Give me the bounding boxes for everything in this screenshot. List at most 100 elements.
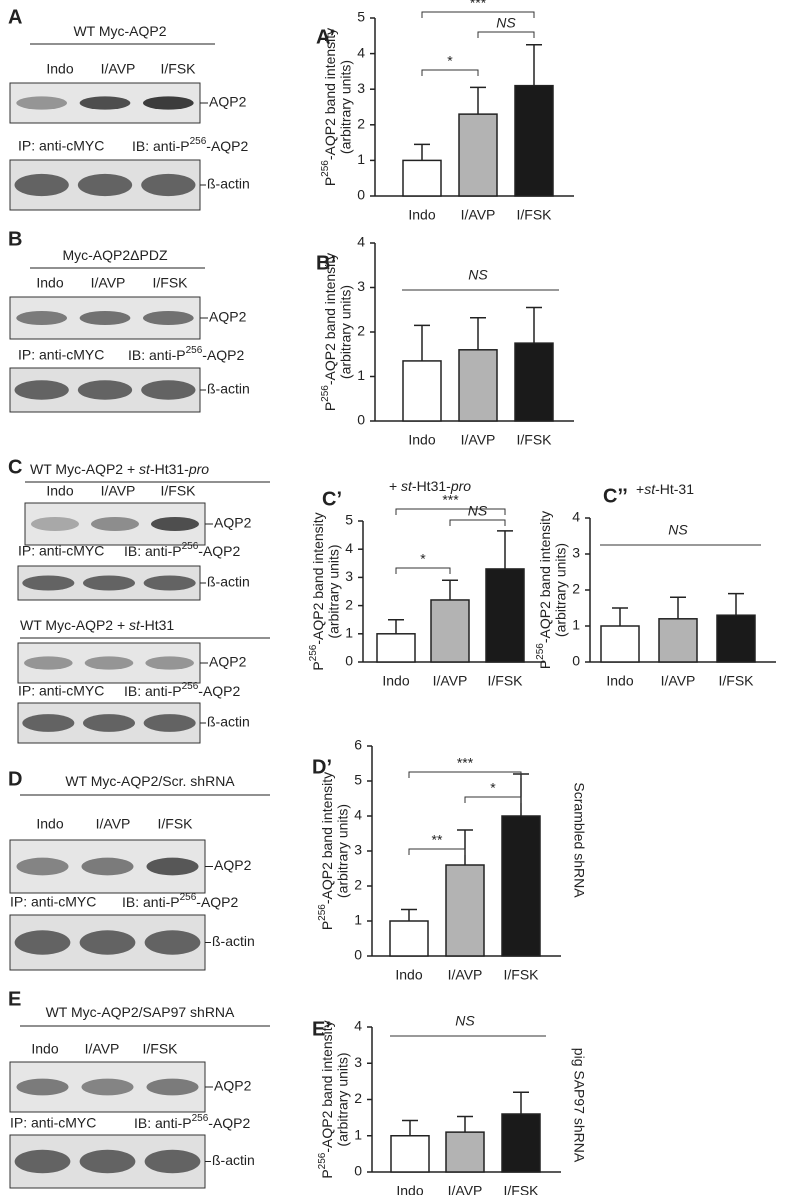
bar (600, 625, 640, 663)
blot-image (17, 642, 201, 684)
text-part: -AQP2 (202, 347, 244, 363)
actin-band (14, 1149, 71, 1174)
significance-bracket (395, 567, 451, 574)
text-part: 256 (320, 385, 331, 402)
chart-subtitle: +st-Ht-31 (636, 481, 694, 497)
significance-label: NS (455, 1013, 475, 1029)
significance-bracket (421, 11, 535, 18)
ib-label: IB: anti-P256-AQP2 (124, 541, 241, 559)
significance-label: * (490, 780, 496, 796)
bar (501, 815, 541, 957)
error-bar (728, 592, 744, 616)
y-tick-label: 0 (572, 653, 580, 669)
blot-band (31, 517, 79, 531)
actin-band (144, 930, 201, 955)
x-tick-label: Indo (382, 673, 409, 689)
error-bar (526, 306, 542, 344)
y-tick-label: 4 (357, 44, 365, 60)
y-axis-title: P256-AQP2 band intensity (317, 1020, 335, 1178)
y-axis-title: (arbitrary units) (326, 544, 342, 638)
significance-label: NS (496, 15, 516, 31)
actin-label: ß-actin (212, 933, 255, 949)
text-part: Myc-AQP2ΔPDZ (62, 247, 167, 263)
error-bar (670, 596, 686, 619)
x-tick-label: I/FSK (718, 673, 754, 689)
y-axis-title: (arbitrary units) (335, 1052, 351, 1146)
ib-label: IB: anti-P256-AQP2 (122, 892, 239, 910)
ib-label: IB: anti-P256-AQP2 (132, 136, 249, 154)
bar (445, 1131, 485, 1173)
panel-label: E (8, 988, 21, 1010)
bar (458, 349, 498, 422)
ib-label: IB: anti-P256-AQP2 (134, 1113, 251, 1131)
text-part: -Ht31- (150, 461, 189, 477)
ib-label: IB: anti-P256-AQP2 (124, 681, 241, 699)
bar (716, 614, 756, 663)
x-tick-label: I/FSK (516, 207, 552, 223)
error-bar (470, 86, 486, 115)
y-tick-label: 5 (345, 512, 353, 528)
panel-label: B (8, 228, 22, 250)
text-part: + (636, 481, 644, 497)
panel-label: C (8, 456, 22, 478)
blot-band (84, 656, 134, 670)
actin-band (79, 930, 136, 955)
y-tick-label: 2 (357, 116, 365, 132)
text-part: P (319, 921, 335, 930)
error-bar (497, 530, 513, 569)
blot-title: WT Myc-AQP2/SAP97 shRNA (46, 1004, 235, 1020)
error-bar (513, 1091, 529, 1114)
ip-label: IP: anti-cMYC (10, 894, 96, 910)
error-bar (388, 618, 404, 634)
text-part: -AQP2 band intensity (319, 772, 335, 904)
y-tick-label: 5 (357, 9, 365, 25)
error-bar (402, 1119, 418, 1136)
band-label: AQP2 (209, 94, 247, 110)
text-part: 256 (317, 1152, 328, 1169)
text-part: IB: anti-P (124, 683, 182, 699)
panel-label: A (8, 6, 22, 28)
y-tick-label: 1 (354, 1126, 362, 1142)
actin-label: ß-actin (207, 714, 250, 730)
band-label: AQP2 (214, 857, 252, 873)
y-tick-label: 0 (354, 1163, 362, 1179)
y-tick-label: 4 (354, 807, 362, 823)
text-part: -AQP2 (206, 138, 248, 154)
y-tick-label: 4 (572, 509, 580, 525)
y-tick-label: 3 (572, 545, 580, 561)
text-part: pro (450, 478, 471, 494)
text-part: WT Myc-AQP2 + (30, 461, 139, 477)
panel-label: D’ (312, 756, 332, 778)
y-tick-label: 3 (357, 80, 365, 96)
text-part: -AQP2 (208, 1115, 250, 1131)
y-tick-label: 1 (354, 912, 362, 928)
y-tick-label: 0 (354, 947, 362, 963)
y-tick-label: 4 (345, 540, 353, 556)
text-part: -AQP2 band intensity (322, 253, 338, 385)
blot-band (151, 517, 199, 531)
x-tick-label: I/AVP (448, 967, 483, 983)
significance-label: NS (668, 522, 688, 538)
x-tick-label: Indo (408, 432, 435, 448)
x-tick-label: Indo (396, 1183, 423, 1195)
ip-label: IP: anti-cMYC (18, 543, 104, 559)
text-part: P (322, 402, 338, 411)
significance-label: *** (442, 492, 459, 508)
error-bar (457, 1115, 473, 1133)
actin-band (144, 1149, 201, 1174)
text-part: st (644, 481, 656, 497)
panel-label: E’ (312, 1018, 331, 1040)
text-part: -AQP2 band intensity (537, 511, 553, 643)
y-tick-label: 0 (357, 187, 365, 203)
band-label: AQP2 (214, 515, 252, 531)
text-part: P (310, 661, 326, 670)
text-part: -AQP2 band intensity (322, 28, 338, 160)
bar (485, 568, 525, 663)
significance-label: NS (468, 267, 488, 283)
y-tick-label: 6 (354, 737, 362, 753)
significance-bracket (449, 519, 506, 526)
blot-title: Myc-AQP2ΔPDZ (62, 247, 167, 263)
y-tick-label: 3 (345, 568, 353, 584)
y-tick-label: 1 (357, 367, 365, 383)
actin-band (83, 714, 135, 732)
